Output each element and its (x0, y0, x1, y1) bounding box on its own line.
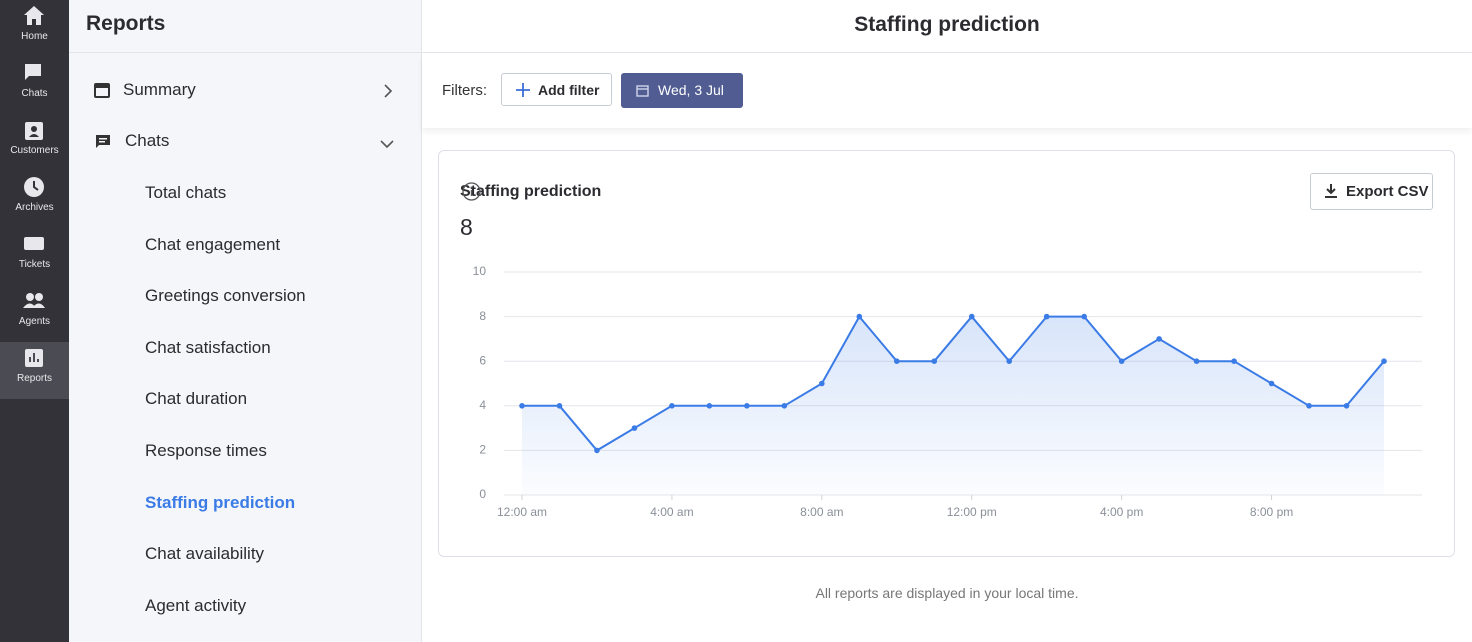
point (1193, 358, 1200, 364)
x-tick-label: 4:00 am (650, 505, 693, 519)
point (1268, 380, 1275, 387)
chevron-right (384, 84, 393, 98)
sidebar-subitem[interactable]: Chat duration (145, 389, 248, 409)
sidebar-subitem[interactable]: Chat engagement (145, 234, 281, 254)
button-label: Add filter (538, 82, 600, 98)
page-title: Staffing prediction (422, 0, 1472, 53)
nav-icon (24, 177, 44, 197)
nav-label: Reports (16, 373, 52, 384)
sidebar-subitem[interactable]: Chat availability (145, 544, 265, 564)
y-tick-label: 4 (479, 398, 486, 412)
button-label: Export CSV (1346, 183, 1429, 200)
area (522, 316, 1384, 495)
nav-icon (25, 122, 43, 140)
point (893, 358, 900, 364)
button-label: Wed, 3 Jul (658, 82, 724, 98)
nav-item[interactable]: Home (0, 0, 69, 57)
nav-icon (25, 349, 43, 367)
x-tick-label: 4:00 pm (1100, 505, 1143, 519)
nav-label: Home (21, 31, 48, 42)
sidebar-subitem[interactable]: Response times (145, 441, 267, 460)
chevron-down (380, 140, 394, 149)
nav-icon (24, 6, 44, 25)
nav-icon (25, 64, 41, 80)
chart-card: 0 2 4 6 8 10 12:00 am 4:00 am 8:00 am 12:00 pm 4:0… (438, 150, 1455, 557)
point (1081, 313, 1087, 320)
export-button[interactable]: Export CSV (1310, 173, 1433, 210)
nav-item[interactable]: Reports (0, 342, 69, 399)
nav-label: Chats (21, 88, 48, 99)
line (522, 314, 1385, 452)
sidebar-item[interactable]: Summary (123, 80, 196, 99)
point (744, 403, 750, 409)
point (706, 403, 713, 409)
y-tick-label: 0 (479, 487, 486, 501)
chat-icon (96, 135, 110, 148)
sidebar-item[interactable]: Chats (125, 131, 170, 150)
nav-item[interactable]: Tickets (0, 228, 69, 285)
point (856, 313, 863, 320)
sidebar-title: Reports (86, 12, 166, 35)
point (669, 403, 675, 409)
x-tick-label: 8:00 am (800, 505, 843, 519)
point (819, 380, 825, 387)
nav-icon (24, 237, 44, 250)
y-tick-label: 10 (473, 264, 487, 278)
nav-label: Customers (10, 145, 59, 156)
add-filter-button[interactable]: Add filter (501, 73, 612, 106)
sidebar-subitem[interactable]: Agent activity (145, 595, 247, 615)
nav-item[interactable]: Customers (0, 114, 69, 171)
separator (69, 52, 421, 53)
sidebar-subitem[interactable]: Greetings conversion (145, 286, 306, 306)
plus-icon (516, 83, 530, 97)
nav-item[interactable]: Archives (0, 171, 69, 228)
point (1306, 403, 1312, 409)
point (1231, 358, 1237, 364)
x-tick-label: 12:00 pm (947, 505, 997, 519)
point (1118, 358, 1125, 364)
point (1381, 358, 1387, 364)
nav-label: Tickets (18, 259, 51, 270)
download-icon (1325, 184, 1337, 198)
info-icon[interactable] (462, 182, 481, 201)
point (631, 425, 638, 431)
sidebar: Reports Summary Chats Total chats Chat en… (69, 0, 422, 642)
nav-bar: Home Chats Customers Archives Tickets Agents R… (0, 0, 69, 642)
point (1156, 336, 1162, 342)
card-title: Staffing prediction (460, 182, 602, 201)
filter-bar: Filters: Add filter Wed, 3 Jul (422, 53, 1472, 128)
y-tick-label: 8 (479, 309, 486, 323)
point (931, 358, 938, 364)
point (781, 403, 788, 409)
nav-item[interactable]: Agents (0, 285, 69, 342)
sidebar-subitem[interactable]: Staffing prediction (145, 492, 296, 512)
point (968, 313, 975, 320)
point (1043, 313, 1050, 320)
nav-label: Archives (15, 202, 54, 213)
calendar-icon (636, 85, 649, 97)
sidebar-subitem[interactable]: Total chats (145, 183, 227, 202)
point (594, 447, 600, 454)
nav-icon (23, 293, 45, 308)
chart: 0 2 4 6 8 10 12:00 am 4:00 am 8:00 am 12:00 pm 4:0… (473, 264, 1422, 519)
nav-label: Agents (18, 316, 51, 327)
calendar-icon (94, 83, 110, 98)
point (519, 403, 525, 409)
filters-label: Filters: (442, 82, 487, 99)
nav-item[interactable]: Chats (0, 57, 69, 114)
footer-note: All reports are displayed in your local … (815, 585, 1079, 601)
date-button[interactable]: Wed, 3 Jul (621, 73, 743, 108)
y-tick-label: 6 (479, 353, 486, 367)
y-tick-label: 2 (479, 443, 486, 457)
sidebar-subitem[interactable]: Chat satisfaction (145, 337, 271, 357)
x-tick-label: 8:00 pm (1250, 505, 1293, 519)
summary-value: 8 (460, 214, 473, 240)
title-text: Staffing prediction (460, 183, 602, 200)
point (1006, 358, 1013, 364)
x-tick-label: 12:00 am (497, 505, 547, 519)
point (556, 403, 563, 409)
point (1343, 403, 1350, 409)
